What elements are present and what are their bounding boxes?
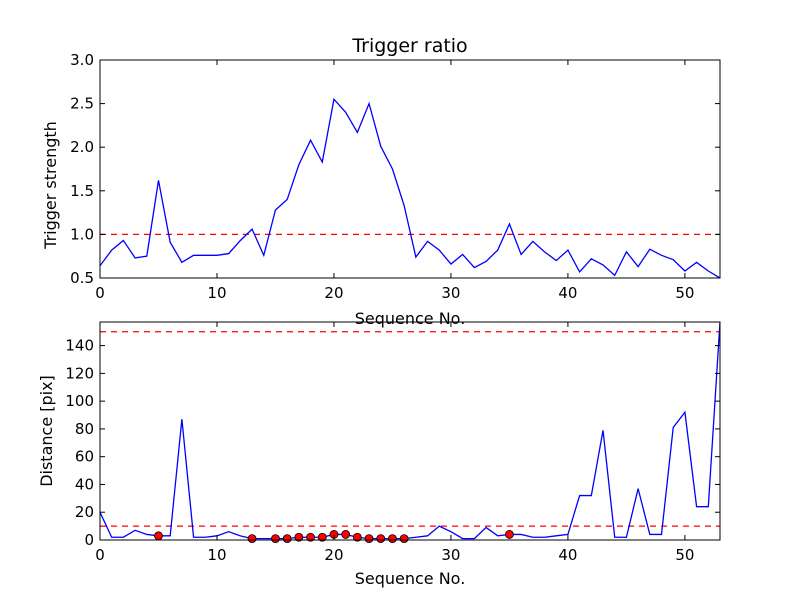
data-point-marker (505, 530, 514, 539)
distance-chart: 0 10 20 30 40 50 0 20 40 60 80 100 120 140 Sequence N… (37, 321, 721, 588)
y-tick-label: 80 (75, 420, 94, 438)
y-tick-label: 40 (75, 475, 94, 493)
y-tick-label: 100 (65, 392, 94, 410)
y-tick-label: 3.0 (70, 51, 94, 69)
data-point-marker (341, 530, 351, 539)
y-axis-label: Trigger strength (41, 121, 60, 250)
plot-area: 0 10 20 30 40 50 0.5 1.0 1.5 2.0 2.5 3.0 (70, 51, 721, 302)
data-point-marker (154, 531, 163, 541)
y-tick-label: 0 (84, 531, 94, 549)
y-tick-label: 0.5 (70, 269, 94, 287)
data-point-marker (294, 532, 304, 542)
y-axis-label: Distance [pix] (37, 375, 56, 487)
x-axis-label: Sequence No. (355, 309, 466, 328)
x-tick-label: 30 (441, 546, 460, 564)
series-line (100, 97, 720, 278)
y-tick-label: 2.0 (70, 138, 94, 156)
x-tick-label: 40 (558, 284, 577, 302)
x-tick-label: 10 (207, 546, 226, 564)
plot-area: 0 10 20 30 40 50 0 20 40 60 80 100 120 140 (65, 321, 721, 564)
x-axis-label: Sequence No. (355, 569, 466, 588)
x-tick-label: 10 (207, 284, 226, 302)
x-tick-label: 50 (675, 546, 694, 564)
data-point-marker (282, 534, 292, 544)
data-point-marker (247, 534, 257, 544)
axes-frame (99, 321, 721, 541)
y-tick-label: 20 (75, 503, 94, 521)
y-tick-label: 140 (65, 337, 94, 355)
series-line (100, 322, 720, 540)
data-point-marker (352, 532, 362, 542)
data-point-marker (388, 534, 397, 544)
y-tick-label: 1.0 (70, 225, 94, 243)
x-tick-label: 50 (675, 284, 694, 302)
x-tick-label: 40 (558, 546, 577, 564)
x-tick-label: 20 (324, 546, 343, 564)
trigger-ratio-chart: Trigger ratio 0 10 20 30 40 50 0.5 1.0 1.5 2.0 2.5… (41, 35, 721, 328)
data-point-marker (376, 534, 386, 544)
data-point-marker (271, 534, 280, 544)
x-tick-label: 0 (95, 546, 105, 564)
data-point-marker (364, 534, 374, 544)
x-tick-label: 20 (324, 284, 343, 302)
axes-frame (99, 59, 721, 279)
x-tick-label: 30 (441, 284, 460, 302)
y-tick-label: 1.5 (70, 182, 94, 200)
y-tick-label: 2.5 (70, 95, 94, 113)
y-tick-label: 120 (65, 364, 94, 382)
x-tick-label: 0 (95, 284, 105, 302)
data-point-marker (306, 532, 315, 542)
chart-title: Trigger ratio (351, 35, 467, 57)
data-point-marker (317, 532, 327, 542)
y-tick-label: 60 (75, 448, 94, 466)
data-point-marker (399, 534, 409, 544)
